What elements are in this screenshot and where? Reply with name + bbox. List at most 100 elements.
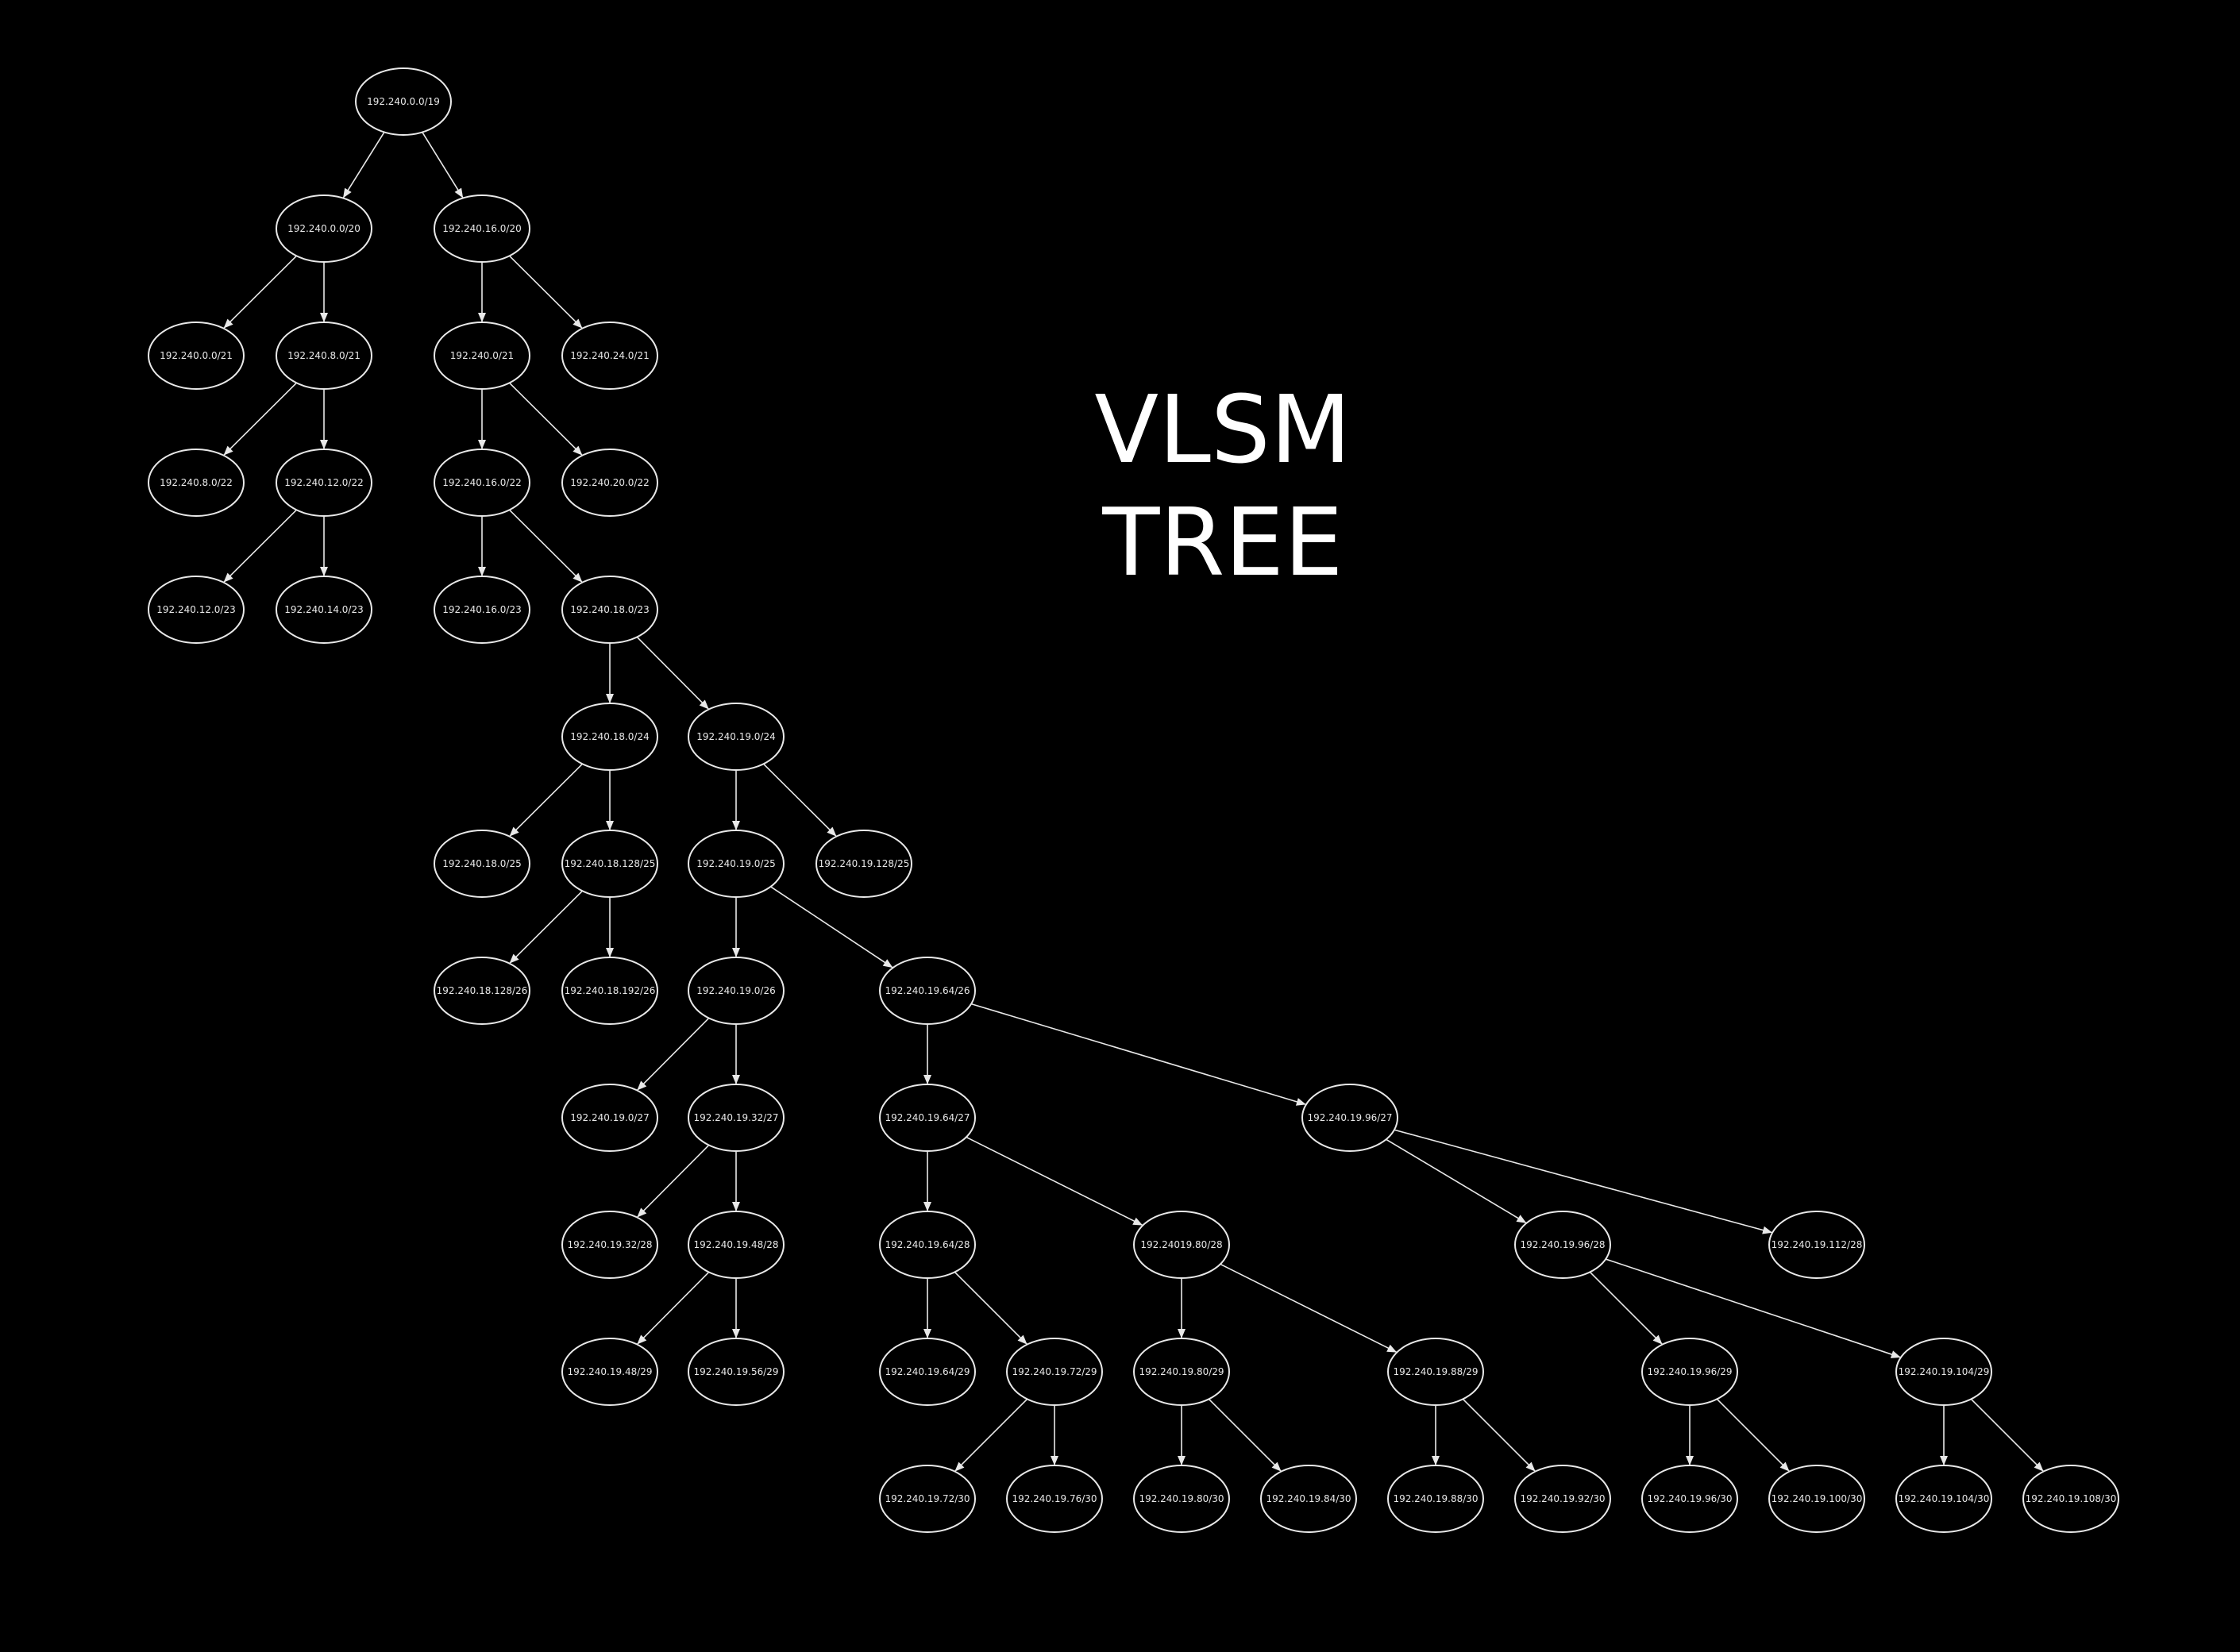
arrowhead [2034, 1461, 2044, 1472]
node-label: 192.240.0.0/20 [287, 223, 360, 234]
node-label: 192.240.19.96/28 [1520, 1239, 1605, 1250]
edge-line [1589, 1271, 1664, 1346]
edge-n2-n6 [508, 255, 584, 329]
edge-n9-n14 [508, 509, 584, 583]
node-ellipse [561, 1211, 658, 1279]
subnet-node: 192.240.0.0/20 [276, 194, 372, 263]
node-label: 192.24019.80/28 [1140, 1239, 1222, 1250]
node-label: 192.240.19.72/30 [885, 1493, 970, 1504]
node-ellipse [148, 449, 245, 517]
node-label: 192.240.18.128/26 [437, 985, 528, 996]
subnet-node: 192.240.19.96/28 [1514, 1211, 1611, 1279]
subnet-node: 192.240.19.96/27 [1301, 1084, 1398, 1152]
node-ellipse [434, 830, 530, 898]
edge-n15-n18 [606, 770, 614, 830]
edge-line [508, 763, 584, 838]
node-ellipse [276, 449, 372, 517]
edge-line [636, 1144, 710, 1219]
node-ellipse [1895, 1338, 1992, 1406]
arrowhead [732, 821, 740, 830]
node-label: 192.240.19.32/27 [693, 1112, 778, 1123]
subnet-node: 192.240.19.0/27 [561, 1084, 658, 1152]
subnet-node: 192.240.19.108/30 [2022, 1465, 2119, 1533]
node-label: 192.240.14.0/23 [284, 604, 363, 615]
arrowhead [923, 1202, 931, 1211]
arrowhead [509, 826, 519, 837]
node-ellipse [434, 322, 530, 390]
subnet-node: 192.240.19.100/30 [1768, 1465, 1865, 1533]
node-label: 192.240.19.64/26 [885, 985, 970, 996]
subnet-node: 192.240.19.76/30 [1006, 1465, 1103, 1533]
edge-n41-n50 [1716, 1398, 1791, 1473]
subnet-node: 192.240.0.0/21 [148, 322, 245, 390]
subnet-node: 192.240.14.0/23 [276, 576, 372, 644]
node-label: 192.240.19.80/29 [1139, 1366, 1224, 1377]
arrowhead [732, 1202, 740, 1211]
node-label: 192.240.19.88/29 [1393, 1366, 1478, 1377]
edge-n2-n5 [478, 262, 486, 322]
node-ellipse [1133, 1465, 1230, 1533]
subnet-node: 192.240.19.0/25 [688, 830, 785, 898]
arrowhead [606, 694, 614, 703]
node-ellipse [1641, 1465, 1738, 1533]
node-ellipse [561, 322, 658, 390]
node-ellipse [688, 1084, 785, 1152]
edge-n33-n42 [1605, 1258, 1902, 1358]
subnet-node: 192.240.19.72/30 [879, 1465, 976, 1533]
node-ellipse [1514, 1211, 1611, 1279]
node-label: 192.240.19.0/26 [696, 985, 775, 996]
subnet-node: 192.240.19.112/28 [1768, 1211, 1865, 1279]
edge-line [966, 1136, 1143, 1226]
arrowhead [478, 313, 486, 322]
node-label: 192.240.0/21 [450, 350, 514, 361]
node-ellipse [1301, 1084, 1398, 1152]
edge-n14-n16 [636, 636, 710, 710]
arrowhead [573, 318, 583, 329]
edge-n19-n24 [770, 886, 893, 968]
edge-n28-n34 [1394, 1129, 1773, 1234]
subnet-node: 192.240.19.48/29 [561, 1338, 658, 1406]
node-label: 192.240.19.48/28 [693, 1239, 778, 1250]
subnet-node: 192.240.19.0/24 [688, 703, 785, 771]
arrowhead [732, 948, 740, 957]
edge-line [342, 132, 385, 198]
edge-n24-n28 [970, 1003, 1307, 1106]
subnet-node: 192.240.0.0/19 [355, 67, 452, 136]
node-ellipse [434, 957, 530, 1025]
edge-n31-n38 [954, 1271, 1028, 1346]
node-label: 192.240.19.100/30 [1772, 1493, 1863, 1504]
edge-n0-n1 [342, 132, 385, 198]
arrowhead [454, 187, 464, 198]
edge-line [636, 1271, 710, 1346]
node-ellipse [355, 67, 452, 136]
edge-n0-n2 [422, 132, 464, 198]
node-ellipse [561, 830, 658, 898]
node-label: 192.240.0.0/19 [367, 96, 440, 107]
arrowhead [954, 1461, 965, 1472]
arrowhead [1890, 1350, 1901, 1358]
node-ellipse [879, 957, 976, 1025]
edge-line [1394, 1129, 1773, 1234]
node-label: 192.240.16.0/23 [442, 604, 521, 615]
edge-line [222, 255, 298, 329]
node-label: 192.240.8.0/21 [287, 350, 360, 361]
node-ellipse [688, 703, 785, 771]
subnet-node: 192.240.0/21 [434, 322, 530, 390]
edge-n27-n31 [923, 1151, 931, 1211]
subnet-node: 192.240.18.192/26 [561, 957, 658, 1025]
arrowhead [320, 313, 328, 322]
node-ellipse [1641, 1338, 1738, 1406]
edge-n40-n47 [1432, 1405, 1440, 1465]
arrowhead [1295, 1098, 1306, 1106]
subnet-node: 192.240.12.0/23 [148, 576, 245, 644]
node-ellipse [1768, 1211, 1865, 1279]
node-label: 192.240.19.92/30 [1520, 1493, 1605, 1504]
arrowhead [1178, 1329, 1186, 1338]
arrowhead [637, 1334, 647, 1345]
arrowhead [320, 567, 328, 576]
node-ellipse [561, 703, 658, 771]
subnet-node: 192.240.19.88/30 [1387, 1465, 1484, 1533]
edge-line [1386, 1138, 1527, 1224]
